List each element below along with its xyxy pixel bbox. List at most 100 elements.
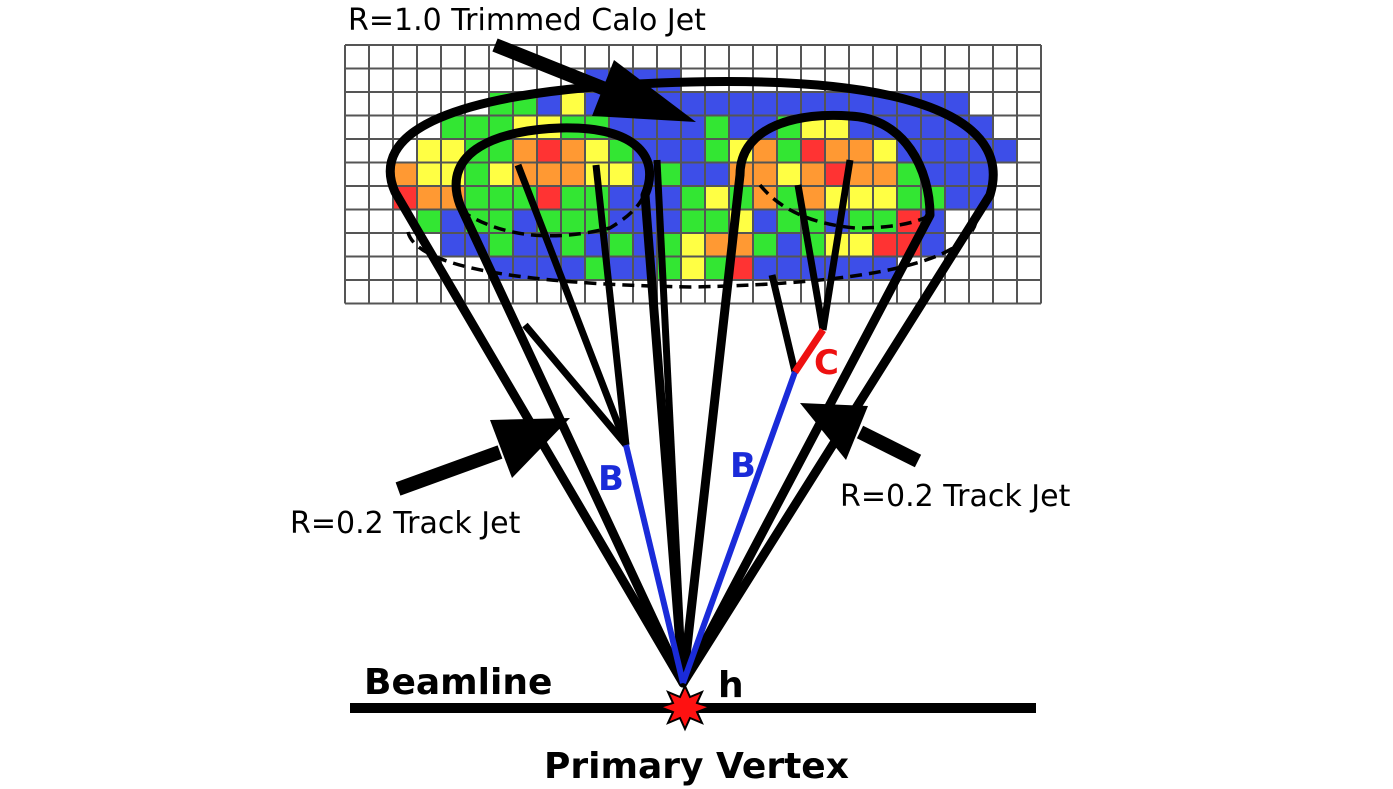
- right-track-jet-cone: [678, 110, 935, 688]
- calo-cell: [537, 186, 561, 210]
- calo-cell: [417, 186, 441, 210]
- calo-cell: [825, 139, 849, 163]
- calo-cell: [513, 256, 537, 280]
- calo-cell: [657, 162, 681, 186]
- calo-cell: [729, 92, 753, 116]
- calo-cell: [705, 233, 729, 257]
- calo-cell: [705, 256, 729, 280]
- calo-cell: [849, 139, 873, 163]
- cone-rims: [406, 183, 978, 289]
- calo-cell: [921, 233, 945, 257]
- calo-cell: [873, 139, 897, 163]
- calo-cell: [825, 162, 849, 186]
- calo-cell: [489, 233, 513, 257]
- calo-cell: [417, 162, 441, 186]
- calo-cell: [801, 186, 825, 210]
- calo-cell: [753, 233, 777, 257]
- calo-cell: [921, 139, 945, 163]
- calo-cell: [897, 162, 921, 186]
- left-track-jet-label: R=0.2 Track Jet: [290, 506, 521, 541]
- calo-cell: [777, 209, 801, 233]
- calo-cell: [753, 256, 777, 280]
- calo-cell: [561, 139, 585, 163]
- calo-cell: [801, 162, 825, 186]
- calo-cell: [921, 115, 945, 139]
- calo-cell: [537, 162, 561, 186]
- calo-cell: [873, 233, 897, 257]
- b-hadron-right: [680, 370, 798, 685]
- calo-cell: [777, 162, 801, 186]
- calorimeter-grid: [344, 44, 1042, 305]
- calo-cell: [993, 139, 1017, 163]
- calo-cell: [561, 209, 585, 233]
- calo-cell: [417, 209, 441, 233]
- right-track-jet-arrow: [800, 403, 922, 468]
- b-quark-left-label: B: [598, 459, 624, 499]
- calo-cell: [441, 209, 465, 233]
- calo-cell: [561, 162, 585, 186]
- c-quark-label: C: [814, 343, 839, 383]
- calo-cell: [465, 186, 489, 210]
- right-track-jet-label: R=0.2 Track Jet: [840, 479, 1071, 514]
- calo-cell: [537, 92, 561, 116]
- calo-cell: [441, 233, 465, 257]
- beamline-label: Beamline: [364, 662, 552, 703]
- calo-cell: [753, 92, 777, 116]
- primary-vertex-star-icon: [656, 683, 714, 732]
- calo-cell: [513, 233, 537, 257]
- calo-cell: [561, 92, 585, 116]
- primary-vertex-label: Primary Vertex: [544, 746, 849, 787]
- calo-cell: [681, 256, 705, 280]
- calo-cell: [705, 115, 729, 139]
- calo-cell: [633, 115, 657, 139]
- calo-cell: [417, 139, 441, 163]
- calo-cell: [609, 256, 633, 280]
- calo-cell: [681, 162, 705, 186]
- calo-cell: [513, 139, 537, 163]
- tracks: [514, 159, 854, 684]
- calo-cell: [681, 209, 705, 233]
- calo-cell: [657, 139, 681, 163]
- calo-cell: [441, 139, 465, 163]
- calo-cell: [873, 209, 897, 233]
- calo-cell: [657, 186, 681, 210]
- calo-cell: [945, 186, 969, 210]
- calo-cell: [849, 92, 873, 116]
- calo-cell: [609, 186, 633, 210]
- calo-cell: [753, 186, 777, 210]
- calo-cell: [825, 115, 849, 139]
- calo-cell: [489, 139, 513, 163]
- calo-cell: [897, 186, 921, 210]
- calo-cell: [705, 139, 729, 163]
- calo-cell: [657, 115, 681, 139]
- calo-cell: [705, 162, 729, 186]
- higgs-label: h: [718, 665, 744, 706]
- calo-cell: [777, 139, 801, 163]
- calo-cell: [681, 92, 705, 116]
- left-track-jet-arrow: [395, 418, 570, 496]
- calo-cell: [753, 209, 777, 233]
- large-r-jet-cone: [385, 77, 998, 688]
- calo-cell: [801, 139, 825, 163]
- calo-cell: [777, 92, 801, 116]
- b-hadron-left: [623, 444, 686, 684]
- b-quark-right-label: B: [730, 446, 756, 486]
- calo-cell: [729, 256, 753, 280]
- calo-cell: [705, 209, 729, 233]
- calo-cell: [849, 233, 873, 257]
- calo-cell: [489, 162, 513, 186]
- calo-cell: [585, 139, 609, 163]
- calo-cell: [873, 162, 897, 186]
- calo-cell: [945, 162, 969, 186]
- calo-cell: [873, 256, 897, 280]
- calo-cell: [609, 233, 633, 257]
- calo-cell: [849, 186, 873, 210]
- calo-cell: [465, 162, 489, 186]
- calo-jet-label: R=1.0 Trimmed Calo Jet: [348, 3, 706, 38]
- calo-cell: [681, 186, 705, 210]
- calo-cell: [489, 186, 513, 210]
- calo-cell: [753, 162, 777, 186]
- calo-cell: [705, 186, 729, 210]
- calo-cell: [777, 233, 801, 257]
